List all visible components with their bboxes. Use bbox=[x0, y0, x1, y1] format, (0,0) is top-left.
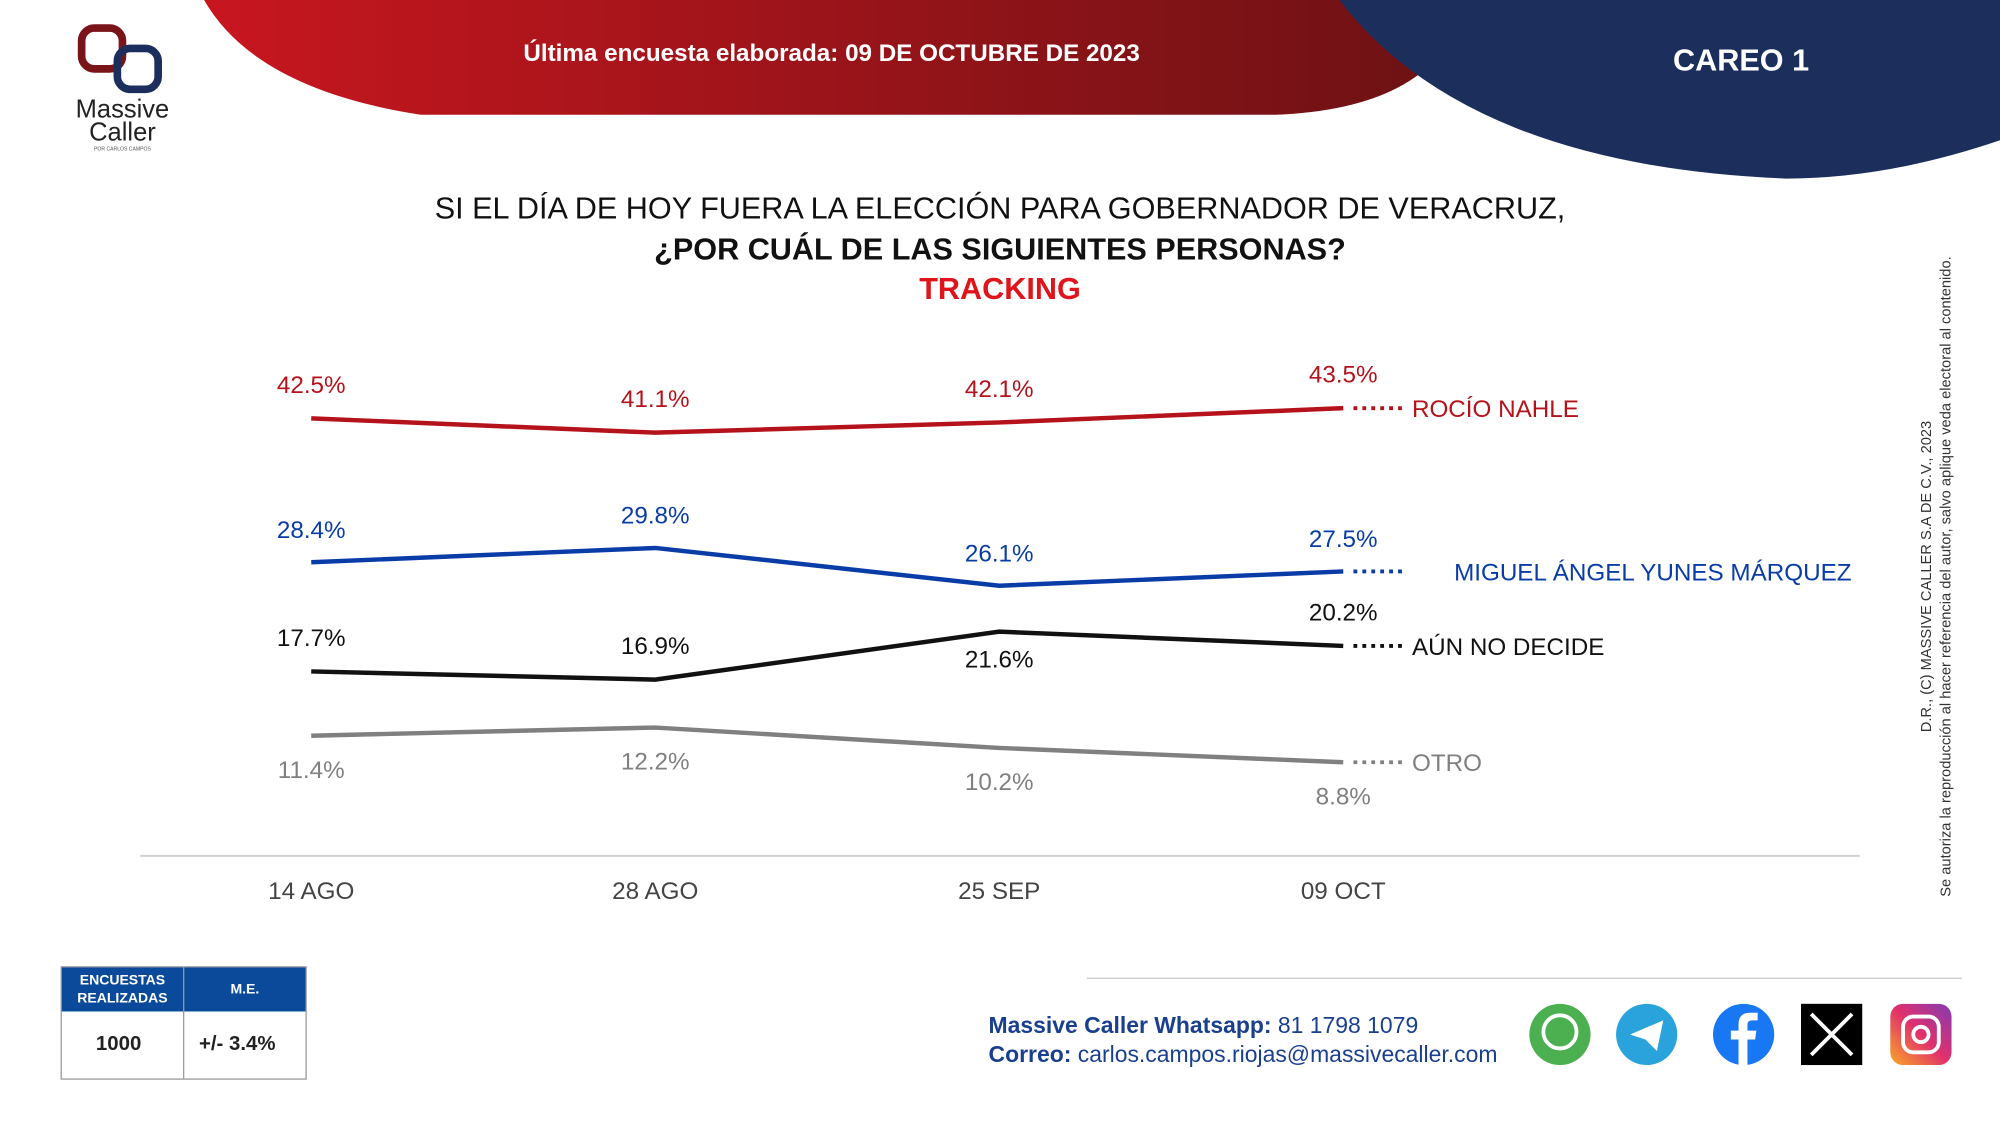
value-label: 8.8% bbox=[1316, 783, 1371, 810]
value-label: 20.2% bbox=[1309, 599, 1378, 626]
copyright: Se autoriza la reproducción al hacer ref… bbox=[1938, 256, 1954, 896]
value-label: 27.5% bbox=[1309, 526, 1378, 553]
logo-text: Massive bbox=[76, 96, 170, 124]
table-header-cell: ENCUESTAS bbox=[80, 972, 165, 988]
contact-value: carlos.campos.riojas@massivecaller.com bbox=[1078, 1041, 1498, 1067]
value-label: 29.8% bbox=[621, 503, 690, 530]
value-label: 16.9% bbox=[621, 633, 690, 660]
table-header-cell: M.E. bbox=[230, 980, 259, 996]
x-tick-label: 09 OCT bbox=[1301, 878, 1386, 905]
legend-label: MIGUEL ÁNGEL YUNES MÁRQUEZ bbox=[1454, 559, 1852, 586]
series-line bbox=[311, 545, 1344, 588]
value-label: 42.5% bbox=[277, 372, 346, 399]
table-cell: 1000 bbox=[96, 1033, 141, 1055]
chart-subtitle: TRACKING bbox=[919, 272, 1081, 306]
series-line bbox=[311, 629, 1344, 682]
value-label: 26.1% bbox=[965, 541, 1034, 568]
logo-text: Caller bbox=[89, 119, 156, 147]
contact: Correo: carlos.campos.riojas@massivecall… bbox=[989, 1041, 1498, 1067]
x-glyph bbox=[1809, 1012, 1854, 1057]
value-label: 12.2% bbox=[621, 749, 690, 776]
value-label: 41.1% bbox=[621, 386, 690, 413]
header-band bbox=[204, 0, 1467, 115]
value-label: 42.1% bbox=[965, 376, 1034, 403]
legend-label: ROCÍO NAHLE bbox=[1412, 396, 1579, 423]
instagram-glyph bbox=[1901, 1014, 1941, 1055]
table-cell: +/- 3.4% bbox=[199, 1033, 276, 1055]
x-tick-label: 14 AGO bbox=[268, 878, 354, 905]
value-label: 28.4% bbox=[277, 517, 346, 544]
instagram-icon[interactable] bbox=[1890, 1003, 1952, 1066]
telegram-glyph bbox=[1630, 1020, 1664, 1052]
summary-table: ENCUESTAS REALIZADAS M.E. 1000 +/- 3.4% bbox=[60, 966, 307, 1080]
legend-label: AÚN NO DECIDE bbox=[1412, 634, 1604, 661]
x-tick-label: 28 AGO bbox=[612, 878, 698, 905]
x-tick-label: 25 SEP bbox=[958, 878, 1040, 905]
series-line bbox=[311, 405, 1344, 435]
contact: Massive Caller Whatsapp: 81 1798 1079 bbox=[989, 1012, 1419, 1038]
header-band-right bbox=[1339, 0, 2000, 179]
series-line bbox=[311, 725, 1344, 765]
value-label: 10.2% bbox=[965, 769, 1034, 796]
value-label: 11.4% bbox=[278, 757, 345, 784]
chart-title: ¿POR CUÁL DE LAS SIGUIENTES PERSONAS? bbox=[654, 231, 1346, 266]
whatsapp-icon[interactable] bbox=[1529, 1003, 1591, 1066]
table-header-cell: REALIZADAS bbox=[77, 989, 167, 1005]
legend-label: OTRO bbox=[1412, 750, 1482, 777]
copyright: D.R., (C) MASSIVE CALLER S.A DE C.V., 20… bbox=[1919, 421, 1935, 732]
contact-label: Massive Caller Whatsapp: bbox=[989, 1012, 1272, 1038]
value-label: 21.6% bbox=[965, 646, 1034, 673]
chart-title: SI EL DÍA DE HOY FUERA LA ELECCIÓN PARA … bbox=[435, 191, 1566, 226]
contact-value: 81 1798 1079 bbox=[1278, 1012, 1418, 1038]
badge: CAREO 1 bbox=[1673, 44, 1809, 78]
value-label: 17.7% bbox=[277, 625, 346, 652]
facebook-glyph bbox=[1730, 1012, 1758, 1066]
logo-mark bbox=[113, 44, 162, 94]
contact-label: Correo: bbox=[989, 1041, 1072, 1067]
value-label: 43.5% bbox=[1309, 362, 1378, 389]
whatsapp-glyph bbox=[1541, 1013, 1579, 1051]
survey-date: Última encuesta elaborada: 09 DE OCTUBRE… bbox=[523, 39, 1139, 67]
instagram-glyph bbox=[1911, 1024, 1931, 1045]
logo-text: POR CARLOS CAMPOS bbox=[94, 147, 151, 153]
